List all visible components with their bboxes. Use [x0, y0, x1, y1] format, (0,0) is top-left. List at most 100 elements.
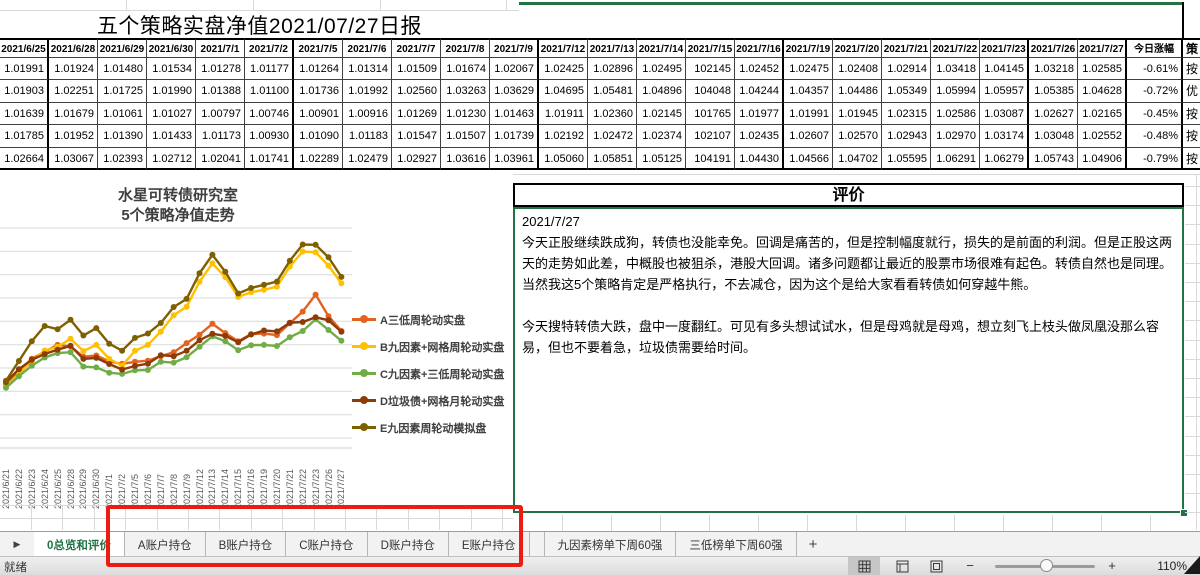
table-cell[interactable]: 1.03048: [1029, 125, 1078, 148]
table-cell[interactable]: 1.05851: [588, 147, 637, 170]
sheet-tab-nine-factor-list[interactable]: 九因素榜单下周60强: [543, 532, 677, 557]
table-cell[interactable]: 1.02475: [784, 58, 833, 81]
table-cell[interactable]: 1.02067: [490, 58, 539, 81]
table-header-date[interactable]: 2021/7/12: [539, 38, 588, 58]
table-header-date[interactable]: 2021/7/7: [392, 38, 441, 58]
table-header-strategy[interactable]: 策: [1183, 38, 1200, 58]
table-cell[interactable]: 1.02408: [833, 58, 882, 81]
table-cell[interactable]: 1.05994: [931, 80, 980, 103]
table-cell[interactable]: 1.01739: [490, 125, 539, 148]
table-cell[interactable]: 1.04628: [1078, 80, 1127, 103]
table-cell[interactable]: 1.01264: [294, 58, 343, 81]
table-cell[interactable]: 1.02165: [1078, 102, 1127, 126]
table-cell-change[interactable]: -0.79%: [1127, 147, 1183, 170]
table-cell[interactable]: 1.05481: [588, 80, 637, 103]
table-cell[interactable]: 1.01945: [833, 102, 882, 126]
zoom-in-button[interactable]: +: [1108, 558, 1116, 573]
table-cell[interactable]: 1.04566: [784, 147, 833, 170]
table-cell-change[interactable]: -0.45%: [1127, 102, 1183, 126]
table-cell[interactable]: 1.04486: [833, 80, 882, 103]
table-cell[interactable]: 1.01463: [490, 102, 539, 126]
table-cell[interactable]: 1.01952: [49, 125, 98, 148]
table-header-date[interactable]: 2021/7/20: [833, 38, 882, 58]
table-header-date[interactable]: 2021/6/28: [49, 38, 98, 58]
table-cell[interactable]: 1.01027: [147, 102, 196, 126]
zoom-percentage[interactable]: 110%: [1157, 559, 1187, 573]
table-cell[interactable]: 1.05349: [882, 80, 931, 103]
table-cell[interactable]: 1.03218: [1029, 58, 1078, 81]
table-cell[interactable]: 1.01100: [245, 80, 294, 103]
table-cell[interactable]: 1.01991: [784, 102, 833, 126]
table-cell[interactable]: 1.01992: [343, 80, 392, 103]
table-cell[interactable]: 1.01924: [49, 58, 98, 81]
table-cell[interactable]: 1.02585: [1078, 58, 1127, 81]
table-cell[interactable]: 1.02943: [882, 125, 931, 148]
table-cell[interactable]: 1.03629: [490, 80, 539, 103]
table-cell[interactable]: 1.01278: [196, 58, 245, 81]
table-cell[interactable]: 1.01977: [735, 102, 784, 126]
table-cell[interactable]: 1.02712: [147, 147, 196, 170]
sheet-tab-three-low-list[interactable]: 三低榜单下周60强: [676, 532, 797, 557]
table-cell[interactable]: 101765: [686, 102, 735, 126]
table-cell-strategy[interactable]: 按: [1183, 102, 1200, 126]
table-cell[interactable]: 1.05595: [882, 147, 931, 170]
table-cell[interactable]: 1.02970: [931, 125, 980, 148]
zoom-out-button[interactable]: −: [966, 558, 974, 573]
add-sheet-button[interactable]: +: [796, 532, 830, 557]
table-header-date[interactable]: 2021/7/6: [343, 38, 392, 58]
table-header-date[interactable]: 2021/7/9: [490, 38, 539, 58]
table-cell[interactable]: 1.02393: [98, 147, 147, 170]
table-cell[interactable]: 1.01725: [98, 80, 147, 103]
table-cell[interactable]: 104048: [686, 80, 735, 103]
evaluation-text-cell[interactable]: 2021/7/27 今天正股继续跌成狗，转债也没能幸免。回调是痛苦的，但是控制幅…: [513, 207, 1184, 513]
table-cell[interactable]: 1.02896: [588, 58, 637, 81]
table-cell[interactable]: 1.04906: [1078, 147, 1127, 170]
table-cell[interactable]: 1.02552: [1078, 125, 1127, 148]
table-header-change[interactable]: 今日涨幅: [1127, 38, 1183, 58]
table-cell[interactable]: 1.02914: [882, 58, 931, 81]
table-cell[interactable]: 1.05957: [980, 80, 1029, 103]
table-cell[interactable]: 1.00901: [294, 102, 343, 126]
table-header-date[interactable]: 2021/7/16: [735, 38, 784, 58]
table-cell[interactable]: 1.02664: [0, 147, 49, 170]
table-cell[interactable]: 1.01314: [343, 58, 392, 81]
table-cell[interactable]: 1.02627: [1029, 102, 1078, 126]
table-cell[interactable]: 1.01177: [245, 58, 294, 81]
table-cell[interactable]: 1.01741: [245, 147, 294, 170]
table-cell[interactable]: 1.03067: [49, 147, 98, 170]
table-cell[interactable]: 1.03961: [490, 147, 539, 170]
table-cell[interactable]: 1.01785: [0, 125, 49, 148]
table-cell[interactable]: 1.01230: [441, 102, 490, 126]
table-cell[interactable]: 1.04695: [539, 80, 588, 103]
table-cell[interactable]: 1.01173: [196, 125, 245, 148]
table-cell[interactable]: 1.05060: [539, 147, 588, 170]
net-value-chart[interactable]: 水星可转债研究室 5个策略净值走势 2021/6/21 2021/6/22 2021…: [0, 178, 512, 509]
table-cell[interactable]: 1.01269: [392, 102, 441, 126]
table-cell[interactable]: 1.02145: [637, 102, 686, 126]
table-cell[interactable]: 1.03087: [980, 102, 1029, 126]
table-cell[interactable]: 1.01534: [147, 58, 196, 81]
table-cell[interactable]: 1.02041: [196, 147, 245, 170]
selection-fill-handle[interactable]: [1180, 509, 1188, 517]
table-cell[interactable]: 1.02435: [735, 125, 784, 148]
table-cell[interactable]: 1.02927: [392, 147, 441, 170]
table-cell[interactable]: 1.04357: [784, 80, 833, 103]
table-cell-strategy[interactable]: 按: [1183, 58, 1200, 81]
sheet-tab-account-C[interactable]: C账户持仓: [286, 532, 368, 557]
table-cell[interactable]: 1.04145: [980, 58, 1029, 81]
table-cell-strategy[interactable]: 按: [1183, 125, 1200, 148]
table-cell[interactable]: 1.01183: [343, 125, 392, 148]
table-cell[interactable]: 1.03418: [931, 58, 980, 81]
evaluation-header-cell[interactable]: 评价: [513, 183, 1184, 207]
table-header-date[interactable]: 2021/7/21: [882, 38, 931, 58]
table-cell[interactable]: 1.02479: [343, 147, 392, 170]
table-cell[interactable]: 1.05385: [1029, 80, 1078, 103]
table-cell[interactable]: 1.00797: [196, 102, 245, 126]
table-header-date[interactable]: 2021/7/2: [245, 38, 294, 58]
table-header-date[interactable]: 2021/6/25: [0, 38, 49, 58]
table-cell[interactable]: 102145: [686, 58, 735, 81]
table-cell[interactable]: 1.01903: [0, 80, 49, 103]
table-cell[interactable]: 1.01433: [147, 125, 196, 148]
table-cell[interactable]: 1.04702: [833, 147, 882, 170]
table-cell[interactable]: 102107: [686, 125, 735, 148]
